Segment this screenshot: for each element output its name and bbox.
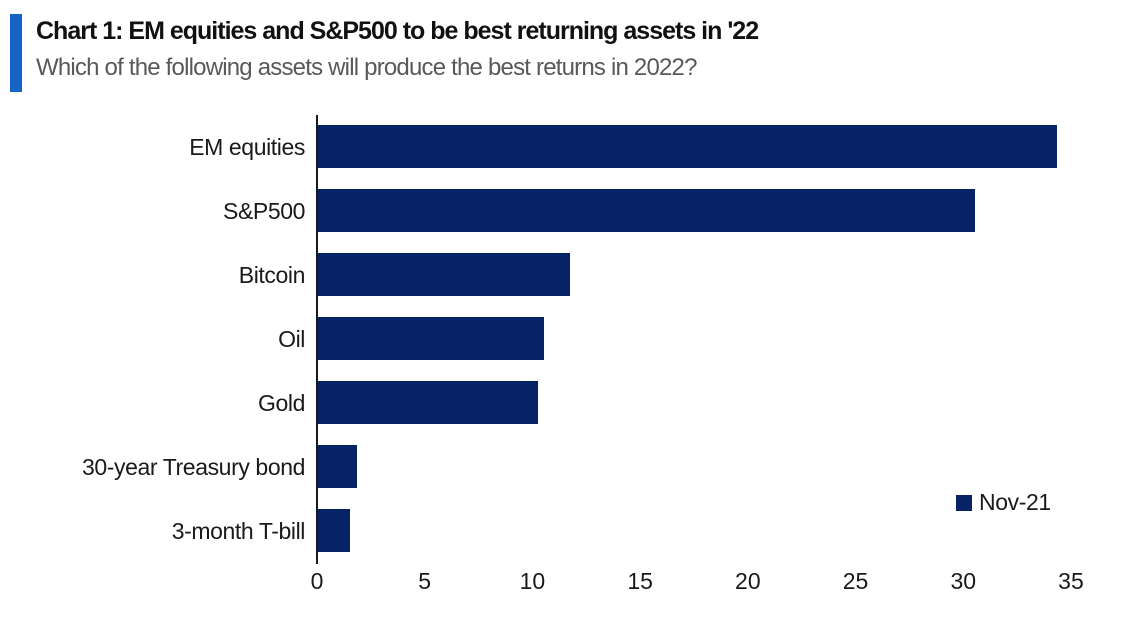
category-label: EM equities [189,133,305,160]
category-label: S&P500 [223,197,305,224]
category-label: 30-year Treasury bond [81,453,305,480]
x-tick-label: 15 [627,568,653,594]
x-tick-label: 10 [519,568,546,594]
legend: Nov-21 [956,489,1051,516]
category-label: Oil [278,325,305,352]
title-accent-bar [10,14,22,92]
legend-label: Nov-21 [979,489,1051,515]
bar [318,317,545,360]
x-tick-label: 5 [418,568,432,594]
category-label: Bitcoin [238,261,306,288]
x-tick-label: 25 [842,568,869,594]
bar [318,125,1057,168]
x-tick-label: 35 [1058,568,1084,594]
y-axis-line [316,115,318,564]
bar [318,253,571,296]
bar [318,381,538,424]
x-tick-label: 30 [950,568,977,594]
chart-subtitle: Which of the following assets will produ… [36,54,697,81]
bar [318,445,357,488]
category-label: Gold [258,389,305,416]
x-tick-label: 20 [735,568,761,594]
bar [318,509,351,552]
legend-swatch [956,494,972,511]
bar [318,189,976,232]
x-tick-label: 0 [310,568,324,594]
category-label: 3-month T-bill [171,517,306,544]
chart-title: Chart 1: EM equities and S&P500 to be be… [36,17,759,45]
